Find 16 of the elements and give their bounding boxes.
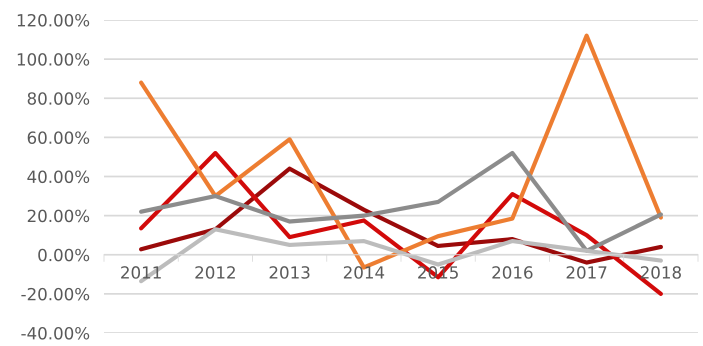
y-tick-label: 0.00% — [38, 248, 90, 262]
x-tick-label: 2018 — [640, 266, 681, 279]
y-tick-label: 40.00% — [27, 170, 90, 184]
y-tick-label: 80.00% — [28, 92, 90, 105]
y-tick-label: 60.00% — [28, 131, 90, 144]
x-tick-label: 2011 — [121, 266, 161, 279]
y-tick-label: -40.00% — [21, 326, 90, 340]
x-tick-label: 2017 — [566, 266, 606, 279]
x-tick-label: 2013 — [270, 266, 310, 279]
y-tick-label: 20.00% — [28, 210, 90, 222]
y-tick-label: 100.00% — [18, 53, 90, 66]
x-tick-label: 2012 — [195, 266, 235, 279]
y-tick-label: 120.00% — [18, 14, 90, 27]
y-tick-label: -20.00% — [21, 288, 90, 300]
x-tick-label: 2014 — [344, 266, 384, 279]
x-tick-label: 2016 — [492, 266, 533, 279]
